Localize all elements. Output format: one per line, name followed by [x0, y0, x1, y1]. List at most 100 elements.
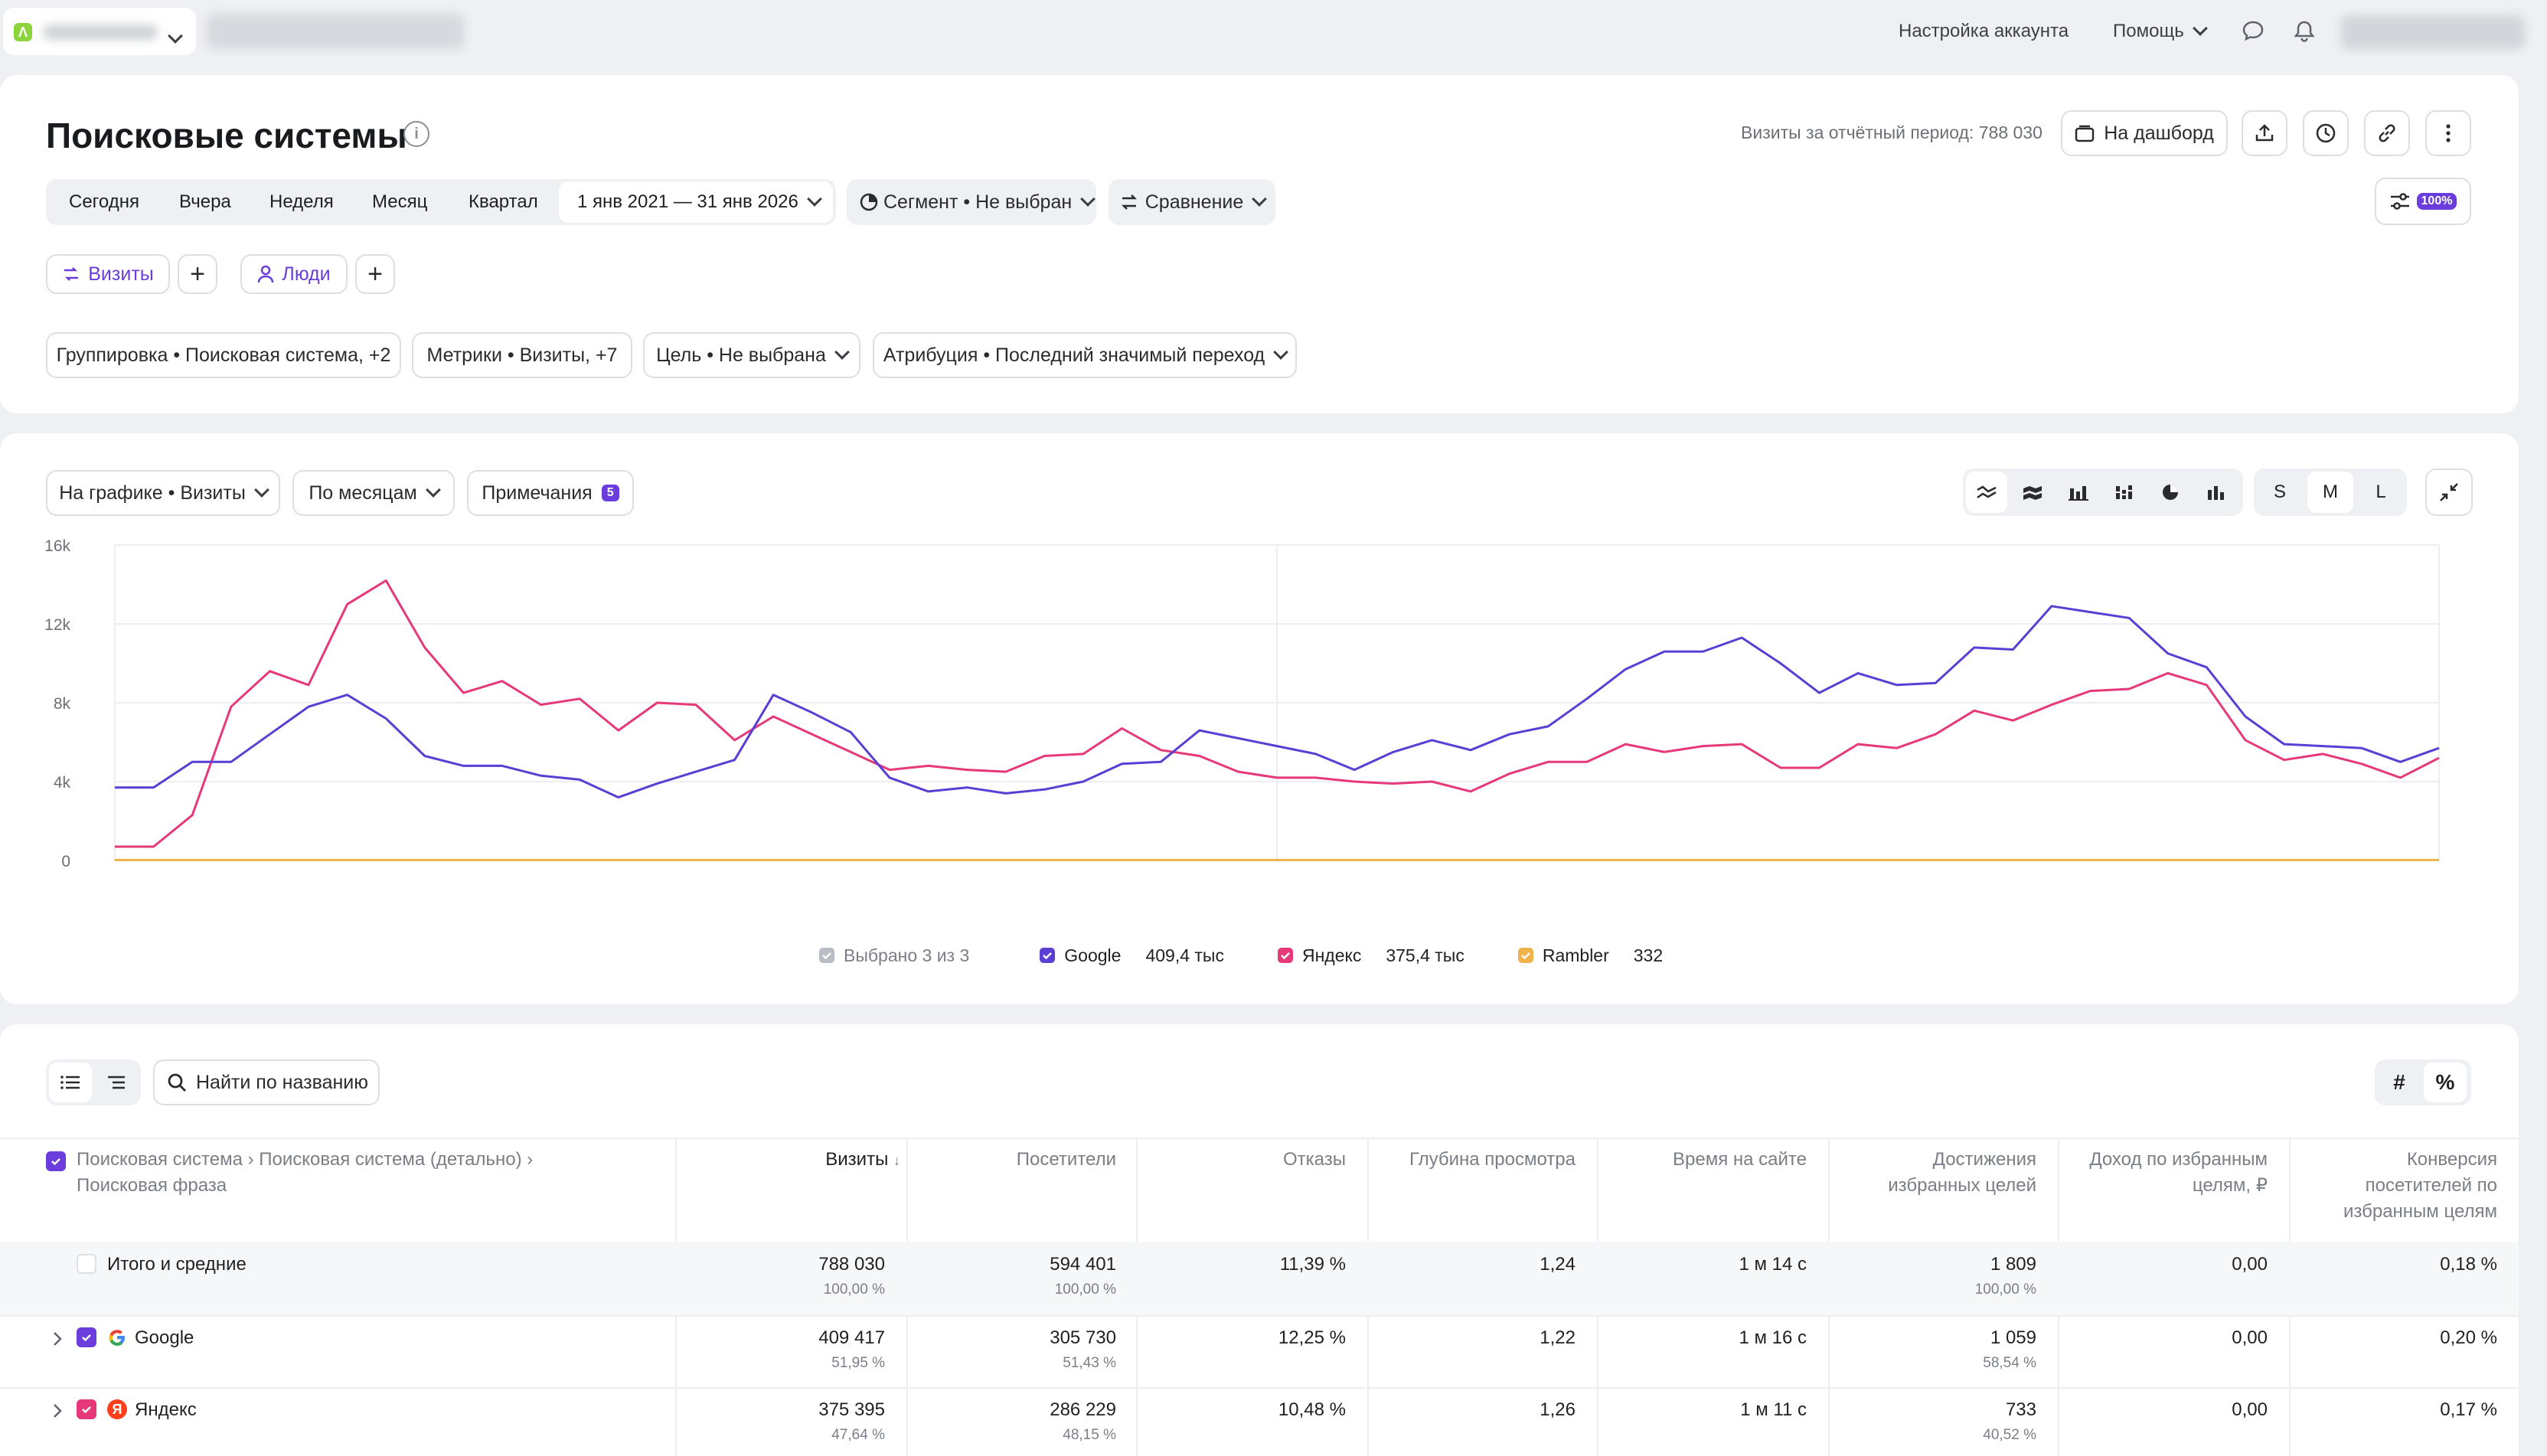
metrics-filter[interactable]: Метрики • Визиты, +7 — [412, 332, 632, 378]
select-all-checkbox[interactable] — [46, 1151, 66, 1171]
goal-filter[interactable]: Цель • Не выбрана — [643, 332, 860, 378]
line-chart-icon[interactable] — [1966, 472, 2007, 513]
legend-item-rambler[interactable]: Rambler 332 — [1517, 945, 1663, 966]
dimension-header[interactable]: Поисковая система › Поисковая система (д… — [77, 1149, 534, 1196]
column-header-bounces[interactable]: Отказы — [1282, 1149, 1346, 1170]
totals-checkbox[interactable] — [77, 1254, 96, 1274]
chat-icon[interactable] — [2242, 20, 2265, 41]
page-title: Поисковые системы — [46, 116, 407, 155]
counter-selector[interactable]: Λ — [3, 8, 196, 55]
date-range-picker[interactable]: 1 янв 2021 — 31 янв 2026 — [559, 181, 833, 223]
table-cell: 0,20 % — [2440, 1327, 2497, 1348]
row-checkbox[interactable] — [77, 1399, 96, 1419]
legend-name: Яндекс — [1301, 945, 1362, 965]
people-chip[interactable]: Люди — [240, 254, 348, 294]
report-settings-button[interactable]: 100% — [2375, 178, 2471, 225]
value-format-toggle: # % — [2375, 1059, 2471, 1105]
table-search-input[interactable]: Найти по названию — [153, 1059, 380, 1105]
expand-row-google[interactable] — [49, 1330, 66, 1347]
share-link-button[interactable] — [2364, 110, 2410, 156]
chart-metric-selector[interactable]: На графике • Визиты — [46, 470, 280, 516]
bell-icon[interactable] — [2294, 20, 2315, 43]
cell-share: 51,95 % — [831, 1355, 885, 1371]
period-tab-month[interactable]: Месяц — [372, 191, 428, 212]
row-label-yandex[interactable]: Яндекс — [135, 1399, 197, 1420]
add-people-filter-button[interactable]: + — [355, 254, 395, 294]
help-label: Помощь — [2113, 21, 2184, 41]
table-cell: 0,18 % — [2440, 1254, 2497, 1275]
percent-values-icon[interactable]: % — [2424, 1063, 2467, 1102]
visits-period: Визиты за отчётный период: 788 030 — [1741, 122, 2042, 142]
table-cell: 1,22 — [1540, 1327, 1576, 1348]
cell-value: 788 030 — [818, 1254, 885, 1275]
help-menu[interactable]: Помощь — [2113, 21, 2208, 42]
period-tab-yesterday[interactable]: Вчера — [179, 191, 231, 212]
row-checkbox[interactable] — [77, 1327, 96, 1347]
column-header-depth[interactable]: Глубина просмотра — [1409, 1149, 1576, 1170]
checkbox-icon — [1040, 948, 1056, 963]
chevron-down-icon — [253, 482, 269, 498]
column-header-goals[interactable]: Достижения избранных целей — [1888, 1149, 2036, 1196]
period-tab-today[interactable]: Сегодня — [69, 191, 139, 212]
account-settings-link[interactable]: Настройка аккаунта — [1899, 21, 2069, 41]
report-header-card: Поисковые системы i Визиты за отчётный п… — [0, 75, 2519, 413]
column-header-visitors[interactable]: Посетители — [1016, 1149, 1116, 1170]
export-button[interactable] — [2242, 110, 2287, 156]
user-account-blurred[interactable] — [2341, 15, 2525, 49]
size-s[interactable]: S — [2273, 482, 2286, 502]
bar-chart-icon[interactable] — [2058, 472, 2099, 513]
column-header-conversion[interactable]: Конверсия посетителей по избранным целям — [2343, 1149, 2497, 1222]
absolute-values-icon[interactable]: # — [2393, 1070, 2405, 1094]
legend-item-google[interactable]: Google 409,4 тыс — [1040, 945, 1224, 966]
yandex-logo-icon: Я — [107, 1399, 127, 1419]
table-cell: 409 417 51,95 % — [689, 1327, 885, 1372]
notes-button[interactable]: Примечания 5 — [467, 470, 634, 516]
period-tab-week[interactable]: Неделя — [269, 191, 334, 212]
row-label-google[interactable]: Google — [135, 1327, 194, 1348]
series-line-google — [115, 605, 2440, 799]
more-button[interactable] — [2425, 110, 2471, 156]
collapse-chart-button[interactable] — [2425, 468, 2473, 516]
cell-share: 100,00 % — [1974, 1281, 2036, 1298]
comparison-label: Сравнение — [1145, 191, 1244, 213]
cell-value: 409 417 — [818, 1327, 885, 1348]
history-button[interactable] — [2303, 110, 2349, 156]
table-cell: 733 40,52 % — [1837, 1399, 2036, 1444]
tree-list-icon[interactable] — [95, 1063, 138, 1102]
size-l[interactable]: L — [2376, 482, 2386, 502]
visits-header-label: Визиты — [825, 1149, 889, 1170]
stacked-area-icon[interactable] — [2012, 472, 2053, 513]
table-cell: 1 м 11 с — [1740, 1399, 1807, 1420]
add-visits-filter-button[interactable]: + — [178, 254, 217, 294]
flat-list-icon[interactable] — [49, 1063, 92, 1102]
visits-chip[interactable]: Визиты — [46, 254, 170, 294]
column-header-time[interactable]: Время на сайте — [1673, 1149, 1807, 1170]
visits-icon — [64, 267, 79, 281]
size-m[interactable]: M — [2307, 472, 2353, 513]
search-placeholder: Найти по названию — [196, 1071, 368, 1093]
counter-id-blurred — [207, 14, 464, 49]
column-header-visits[interactable]: Визиты ↓ — [689, 1147, 900, 1174]
pie-chart-icon[interactable] — [2150, 472, 2191, 513]
chevron-right-icon — [54, 1404, 62, 1418]
attribution-filter[interactable]: Атрибуция • Последний значимый переход — [873, 332, 1297, 378]
segment-selector[interactable]: Сегмент • Не выбран — [847, 179, 1096, 225]
cell-value: 1 809 — [1990, 1254, 2036, 1275]
legend-select-all[interactable]: Выбрано 3 из 3 — [819, 945, 969, 966]
column-header-revenue[interactable]: Доход по избранным целям, ₽ — [2089, 1149, 2268, 1196]
chevron-down-icon — [2192, 21, 2208, 36]
collapse-icon — [2440, 483, 2458, 501]
y-tick-label: 8k — [54, 695, 71, 713]
comparison-selector[interactable]: Сравнение — [1109, 179, 1275, 225]
legend-item-yandex[interactable]: Яндекс 375,4 тыс — [1277, 945, 1465, 966]
info-icon[interactable]: i — [403, 121, 429, 147]
cell-share: 48,15 % — [1063, 1427, 1116, 1443]
period-tab-quarter[interactable]: Квартал — [469, 191, 538, 212]
dashboard-button[interactable]: На дашборд — [2061, 110, 2228, 156]
expand-row-yandex[interactable] — [49, 1402, 66, 1419]
table-cell: 1 809 100,00 % — [1837, 1254, 2036, 1298]
column-chart-icon[interactable] — [2196, 472, 2237, 513]
grouping-filter[interactable]: Группировка • Поисковая система, +2 — [46, 332, 401, 378]
stacked-bar-icon[interactable] — [2104, 472, 2145, 513]
granularity-selector[interactable]: По месяцам — [292, 470, 455, 516]
